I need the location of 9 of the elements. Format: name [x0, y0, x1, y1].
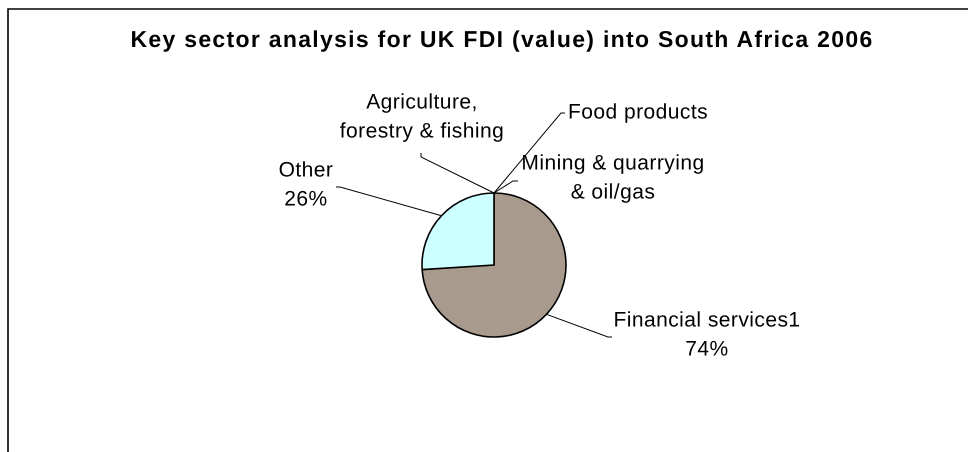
category-label: Food products	[568, 100, 708, 124]
chart-title: Key sector analysis for UK FDI (value) into South Africa 2006	[130, 26, 874, 52]
category-label: Agriculture, forestry & fishing	[340, 90, 504, 142]
slice-label: Financial services1	[613, 308, 801, 332]
legend-label: Mining & quarrying & oil/gas	[521, 152, 705, 204]
pie-slice	[421, 192, 567, 338]
data-label: 26%	[284, 188, 328, 210]
data-label: 74%	[685, 338, 729, 360]
slice-label: Other	[278, 158, 334, 182]
